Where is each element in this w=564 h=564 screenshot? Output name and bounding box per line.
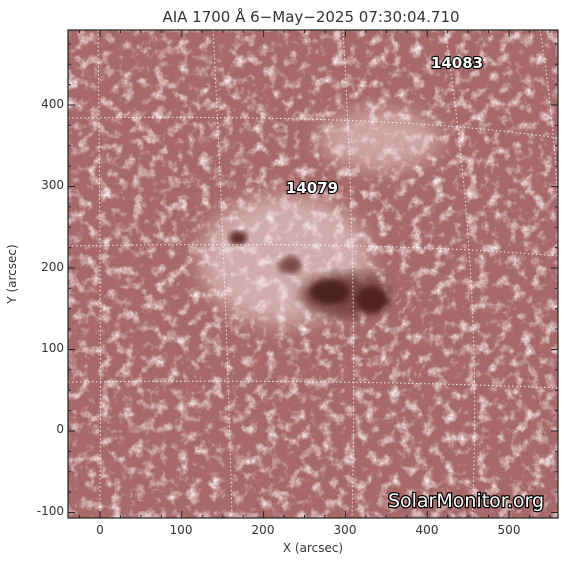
- plot-frame: [67, 29, 559, 519]
- x-tick-label: 300: [334, 523, 357, 537]
- y-tick-label: 400: [41, 97, 64, 111]
- x-axis-label: X (arcsec): [283, 541, 343, 555]
- y-tick-label: 300: [41, 178, 64, 192]
- x-tick-label: 0: [96, 523, 104, 537]
- y-axis-label: Y (arcsec): [5, 244, 19, 304]
- y-tick-label: 0: [56, 422, 64, 436]
- y-tick-label: 100: [41, 341, 64, 355]
- y-tick-label: 200: [41, 260, 64, 274]
- y-tick-label: -100: [37, 504, 64, 518]
- figure-title: AIA 1700 Å 6−May−2025 07:30:04.710: [162, 7, 459, 26]
- x-tick-marks: [79, 30, 551, 518]
- x-tick-label: 400: [416, 523, 439, 537]
- solarmonitor-watermark: SolarMonitor.org: [388, 490, 544, 512]
- region-label-14079: 14079: [286, 179, 338, 197]
- region-label-14083: 14083: [431, 54, 483, 72]
- y-tick-marks: [68, 43, 558, 513]
- x-tick-label: 200: [252, 523, 275, 537]
- x-tick-label: 100: [170, 523, 193, 537]
- solar-image: 14079 14083 SolarMonitor.org: [68, 30, 558, 518]
- sunspot: [229, 231, 390, 317]
- x-tick-label: 500: [498, 523, 521, 537]
